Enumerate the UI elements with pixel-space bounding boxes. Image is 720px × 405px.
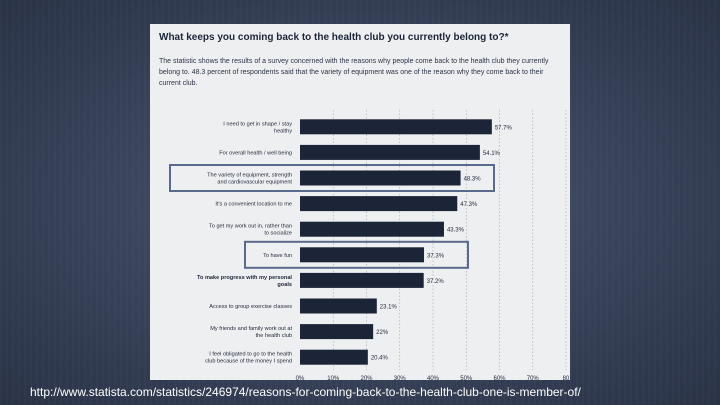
- value-label: 23.1%: [380, 305, 398, 311]
- bar: [300, 221, 444, 237]
- bar: [300, 247, 425, 263]
- bar: [300, 298, 377, 314]
- chart-description: The statistic shows the results of a sur…: [159, 58, 549, 87]
- category-label: It's a convenient location to me: [215, 202, 292, 208]
- bar-chart: 0% 10% 20% 30% 40% 50% 60% 70% 80 I need to get i…: [169, 110, 570, 380]
- bar: [300, 144, 480, 160]
- bar: [300, 324, 374, 340]
- category-label: For overall health / well being: [219, 150, 292, 156]
- x-tick-label: 40%: [427, 376, 440, 380]
- value-label: 20.4%: [371, 356, 389, 362]
- x-tick-label: 20%: [360, 376, 373, 380]
- value-label: 37.2%: [427, 279, 445, 285]
- value-label: 47.3%: [460, 202, 478, 208]
- category-label: To have fun: [263, 253, 292, 259]
- category-label: I feel obligated to go to the health club…: [205, 352, 292, 365]
- highlight-box: [169, 164, 495, 192]
- bar: [300, 196, 458, 212]
- x-tick-label: 70%: [527, 376, 540, 380]
- x-tick-label: 50%: [460, 376, 473, 380]
- x-tick-label: 30%: [394, 376, 407, 380]
- value-label: 43.3%: [447, 228, 465, 234]
- chart-title: What keeps you coming back to the health…: [159, 32, 509, 43]
- category-label: The variety of equipment, strength and ca…: [207, 173, 292, 186]
- value-label: 37.3%: [427, 253, 445, 259]
- category-label: To make progress with my personal goals: [197, 275, 292, 288]
- value-label: 57.7%: [495, 125, 513, 131]
- bar: [300, 349, 368, 365]
- highlight-box: [244, 240, 469, 269]
- source-url[interactable]: http://www.statista.com/statistics/24697…: [30, 385, 581, 399]
- value-label: 48.3%: [464, 177, 482, 183]
- x-tick-label: 0%: [296, 376, 305, 380]
- x-tick-label: 10%: [327, 376, 340, 380]
- category-label: To get my work out in, rather than to soc…: [209, 224, 292, 237]
- value-label: 54.1%: [483, 151, 501, 157]
- x-tick-label: 60%: [493, 376, 506, 380]
- bar: [300, 272, 424, 288]
- chart-panel: What keeps you coming back to the health…: [150, 24, 570, 380]
- category-label: Access to group exercise classes: [209, 304, 292, 310]
- category-label: My friends and family work out at the hea…: [210, 326, 292, 339]
- category-label: I need to get in shape / stay healthy: [223, 121, 292, 134]
- bar: [300, 170, 461, 186]
- x-tick-label: 80: [563, 376, 570, 380]
- value-label: 22%: [376, 330, 389, 336]
- bar: [300, 119, 492, 135]
